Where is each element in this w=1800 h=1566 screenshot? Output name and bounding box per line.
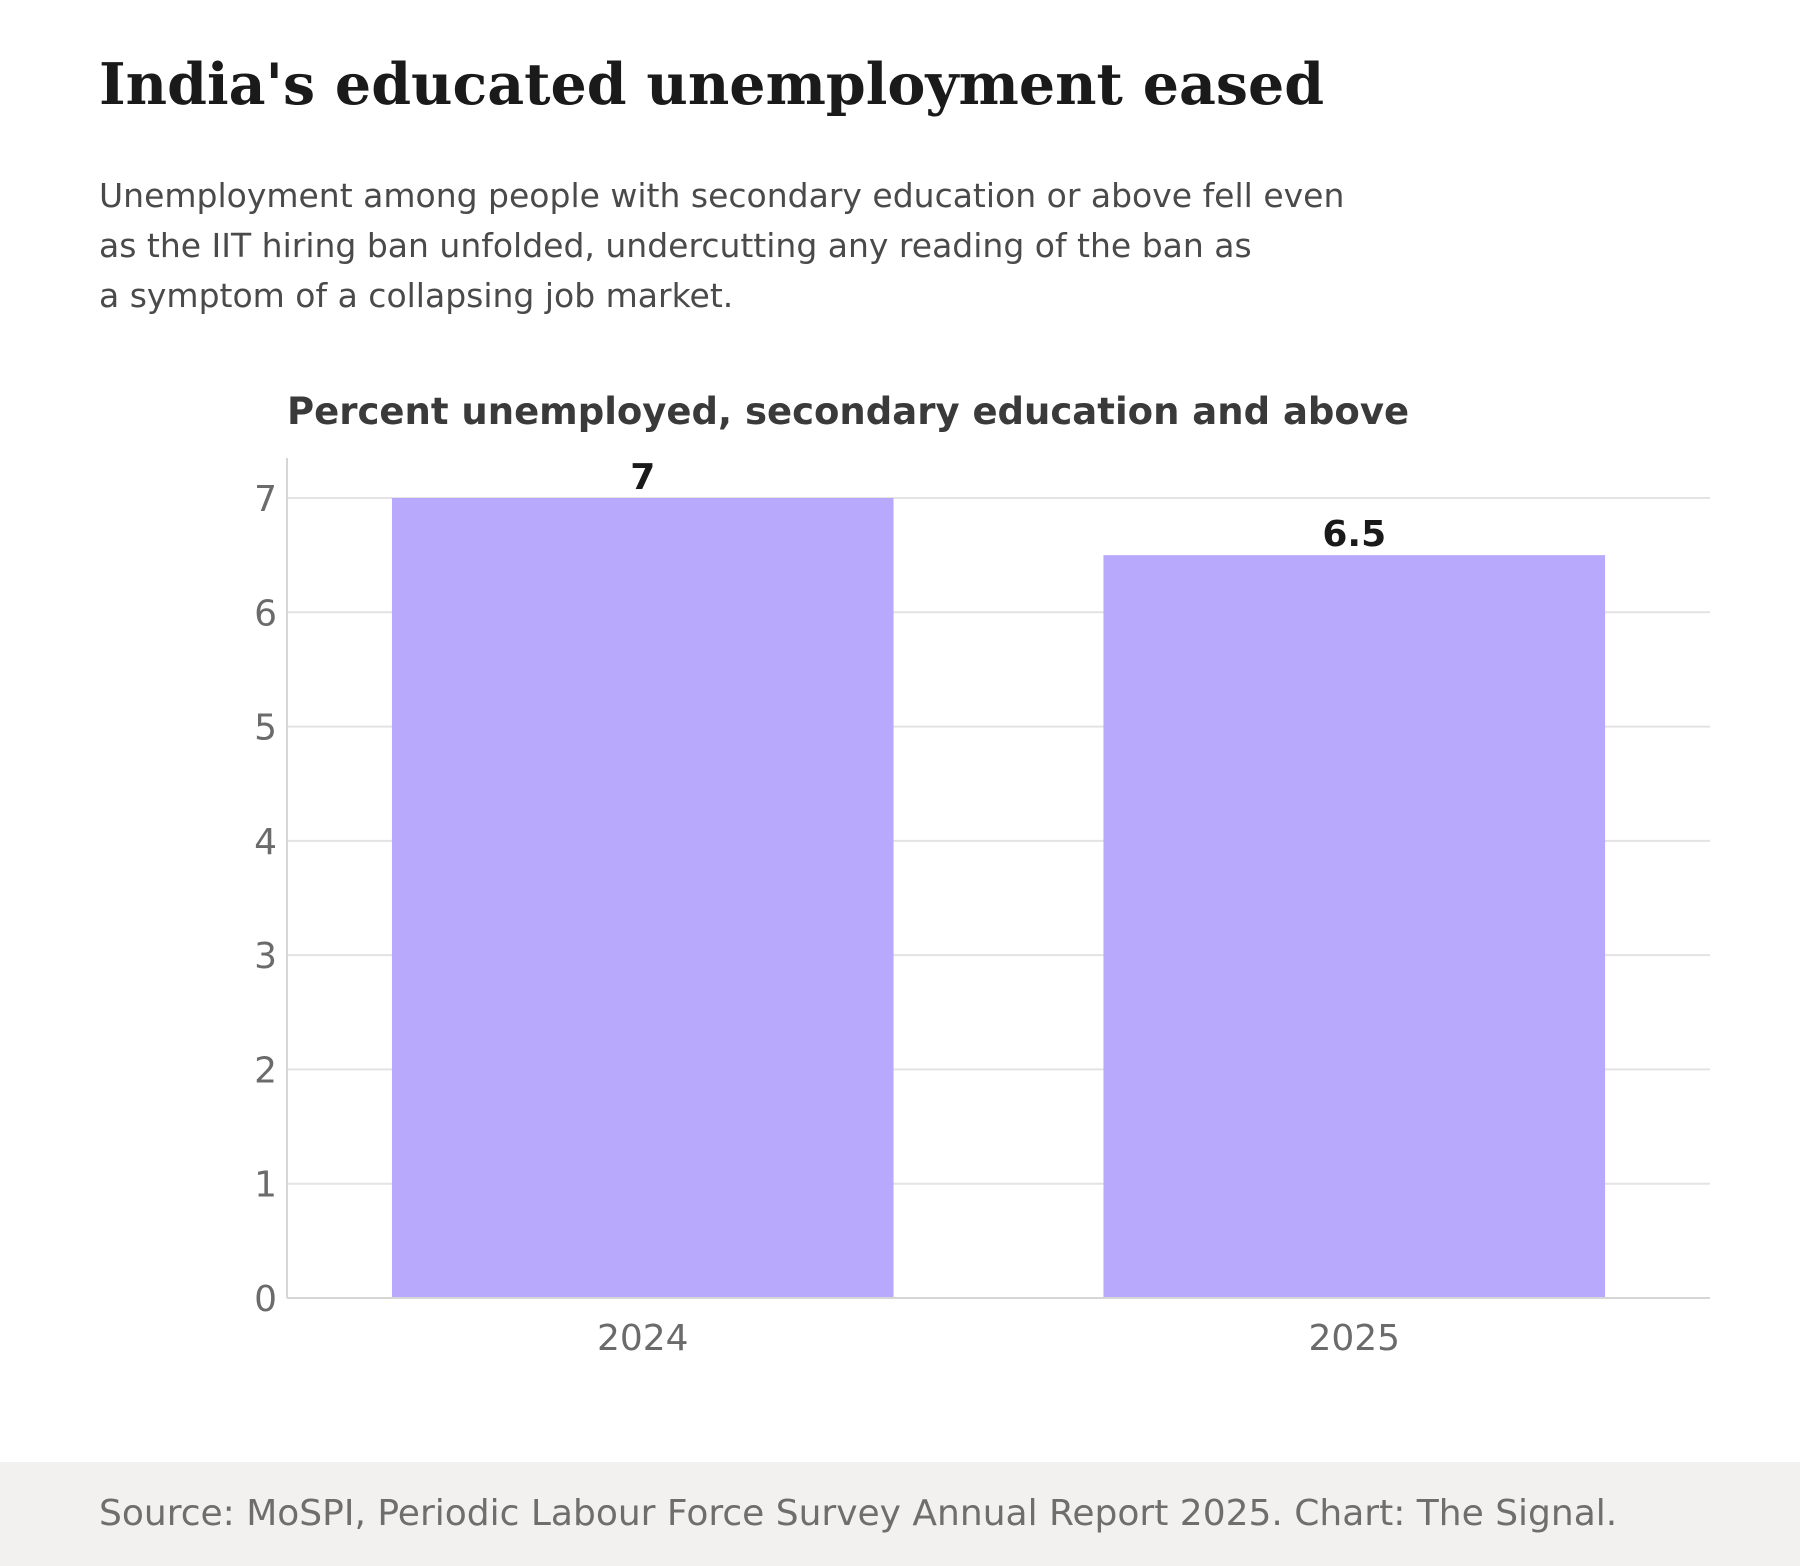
chart-headline: India's educated unemployment eased [99, 51, 1325, 118]
axes [286, 458, 1710, 1299]
source-note: Source: MoSPI, Periodic Labour Force Sur… [99, 1493, 1618, 1534]
x-tick-label: 2025 [1308, 1318, 1400, 1359]
y-tick-label: 3 [254, 936, 277, 977]
bar-chart: Percent unemployed, secondary education … [254, 390, 1710, 1359]
bar [1103, 555, 1606, 1298]
subtitle-line-1: Unemployment among people with secondary… [99, 176, 1345, 215]
x-tick-label: 2024 [597, 1318, 689, 1359]
chart-subtitle: Unemployment among people with secondary… [99, 171, 1519, 321]
y-tick-label: 5 [254, 708, 277, 749]
subtitle-line-2: as the IIT hiring ban unfolded, undercut… [99, 226, 1252, 265]
y-tick-label: 6 [254, 593, 277, 634]
labels: 0 1 2 3 4 5 6 7 7 2024 6.5 2025 [254, 457, 1400, 1359]
y-tick-label: 7 [254, 479, 277, 520]
source-footer: Source: MoSPI, Periodic Labour Force Sur… [0, 1462, 1800, 1566]
y-tick-label: 2 [254, 1050, 277, 1091]
y-tick-label: 1 [254, 1165, 277, 1206]
subtitle-line-3: a symptom of a collapsing job market. [99, 276, 734, 315]
bar-value-label: 7 [630, 457, 655, 498]
bars [391, 498, 1606, 1298]
y-tick-label: 4 [254, 822, 277, 863]
chart-panel-title: Percent unemployed, secondary education … [287, 390, 1409, 433]
y-tick-label: 0 [254, 1279, 277, 1320]
bar [391, 498, 894, 1298]
bar-value-label: 6.5 [1322, 514, 1386, 555]
